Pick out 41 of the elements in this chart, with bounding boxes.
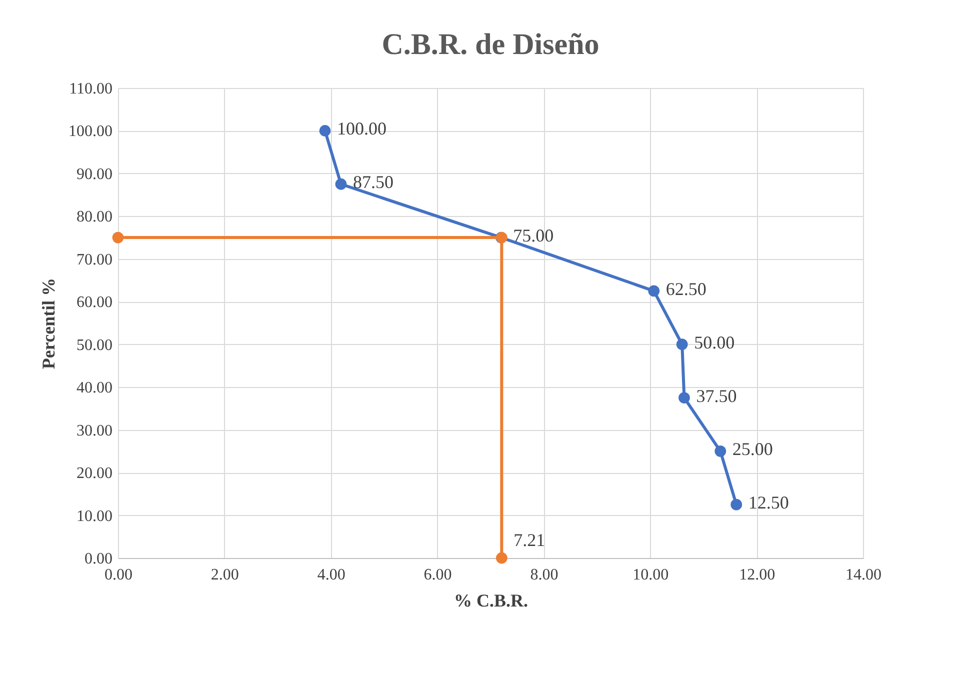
y-tick-label: 70.00: [76, 251, 112, 268]
x-tick-label: 2.00: [210, 566, 239, 584]
y-tick-label: 100.00: [68, 123, 112, 140]
data-label: 87.50: [352, 172, 394, 192]
y-axis-title: Percentil %: [38, 278, 58, 370]
y-tick-label: 90.00: [76, 166, 112, 183]
point: [319, 125, 331, 136]
x-tick-label: 6.00: [424, 566, 452, 584]
y-tick-label: 0.00: [84, 550, 112, 568]
point: [496, 552, 508, 564]
data-label: 50.00: [694, 332, 735, 352]
x-tick-label: 12.00: [739, 566, 776, 584]
y-tick-label: 50.00: [76, 336, 112, 354]
point: [730, 498, 742, 510]
data-label: 12.50: [748, 492, 789, 513]
data-label: 100.00: [337, 118, 387, 139]
point: [648, 285, 660, 297]
point: [335, 178, 347, 190]
y-tick-label: 110.00: [69, 80, 112, 98]
point: [678, 392, 690, 404]
x-tick-label: 14.00: [846, 566, 882, 584]
point: [676, 338, 688, 350]
x-tick-label: 4.00: [317, 566, 346, 584]
data-label: 25.00: [732, 439, 773, 460]
x-tick-label: 0.00: [104, 566, 132, 584]
y-tick-label: 80.00: [76, 208, 112, 226]
y-tick-label: 40.00: [76, 380, 112, 397]
y-tick-label: 30.00: [76, 422, 112, 440]
y-tick-label: 10.00: [76, 508, 112, 525]
y-tick-label: 60.00: [76, 294, 112, 312]
x-tick-label: 10.00: [632, 566, 669, 584]
x-axis-title: % C.B.R.: [454, 590, 528, 610]
point: [112, 232, 124, 244]
x-tick-label: 8.00: [530, 566, 558, 584]
annotation: 7.21: [514, 530, 546, 550]
y-tick-label: 20.00: [76, 465, 112, 482]
data-label: 37.50: [696, 386, 737, 406]
point: [714, 445, 726, 457]
data-label: 62.50: [666, 278, 706, 299]
chart-title: C.B.R. de Diseño: [382, 28, 600, 61]
data-label: 75.00: [513, 226, 554, 246]
